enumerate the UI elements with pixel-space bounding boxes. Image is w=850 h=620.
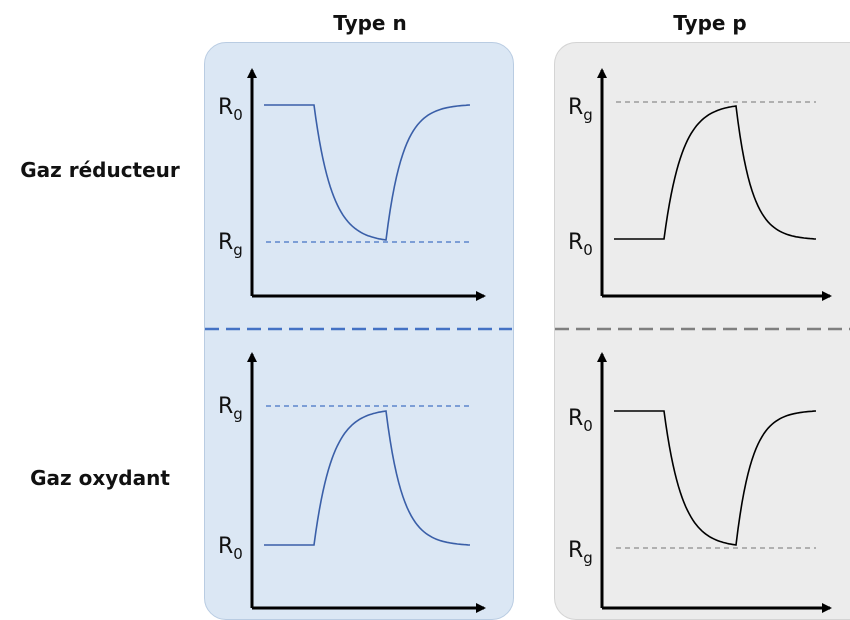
response-curve-n-reducing bbox=[264, 104, 471, 241]
row-title-oxidizing-gas: Gaz oxydant bbox=[30, 466, 170, 490]
label-rg-n-reducing: Rg bbox=[218, 230, 243, 259]
label-rg-p-reducing: Rg bbox=[568, 95, 593, 124]
label-r0-p-oxidizing: R0 bbox=[568, 406, 593, 435]
label-r0-n-oxidizing: R0 bbox=[218, 534, 243, 563]
panel-type-n bbox=[204, 42, 514, 620]
label-r0-p-reducing: R0 bbox=[568, 230, 593, 259]
column-title-type-n: Type n bbox=[333, 11, 407, 35]
response-curve-n-oxidizing bbox=[264, 410, 471, 546]
column-title-type-p: Type p bbox=[673, 11, 747, 35]
response-curve-p-reducing bbox=[614, 105, 817, 240]
label-rg-n-oxidizing: Rg bbox=[218, 394, 243, 423]
row-title-reducing-gas: Gaz réducteur bbox=[20, 158, 180, 182]
label-r0-n-reducing: R0 bbox=[218, 95, 243, 124]
label-rg-p-oxidizing: Rg bbox=[568, 538, 593, 567]
response-curve-p-oxidizing bbox=[614, 410, 817, 546]
